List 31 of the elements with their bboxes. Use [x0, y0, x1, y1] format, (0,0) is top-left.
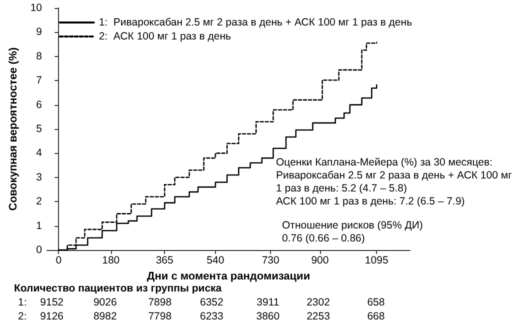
x-tick-label: 365: [156, 254, 174, 266]
x-tick-label: 1095: [364, 254, 388, 266]
y-tick-label: 2: [36, 196, 42, 208]
y-tick-label: 8: [36, 50, 42, 62]
annotation: 0.76 (0.66 – 0.86): [282, 232, 365, 244]
text: 2: 9126 8982 7798 6233 3860 2253 668: [18, 310, 385, 322]
x-tick-label: 900: [311, 254, 329, 266]
y-tick-label: 10: [30, 2, 42, 14]
y-tick-label: 6: [36, 98, 42, 111]
x-tick-label: 180: [102, 254, 120, 266]
y-axis-title: Совокупная вероятностее (%): [8, 46, 20, 211]
text: 1: 9152 9026 7898 6352 3911 2302 658: [18, 296, 385, 308]
annotation: АСК 100 мг 1 раз в день: 7.2 (6.5 – 7.9): [276, 196, 465, 208]
annotation: 1 раз в день: 5.2 (4.7 – 5.8): [276, 182, 407, 194]
y-tick-label: 9: [36, 26, 42, 38]
x-axis-title: Дни с момента рандомизации: [146, 270, 310, 282]
x-tick-label: 540: [206, 254, 224, 266]
y-tick-label: 4: [36, 147, 42, 160]
y-tick-label: 0: [36, 244, 42, 256]
x-tick-label: 0: [56, 254, 62, 266]
legend-label: 1: Ривароксабан 2.5 мг 2 раза в день + АСК 100 мг 1 раз в день: [98, 16, 413, 28]
annotation: Отношение рисков (95% ДИ): [282, 220, 423, 232]
x-tick-label: 730: [262, 254, 280, 266]
text: Количество пациентов из группы риска: [14, 282, 222, 294]
y-tick-label: 3: [36, 171, 42, 184]
annotation: Ривароксабан 2.5 мг 2 раза в день + АСК 100 мг: [276, 170, 512, 182]
y-tick-label: 1: [36, 220, 42, 232]
y-tick-label: 5: [36, 123, 42, 135]
y-tick-label: 7: [36, 74, 42, 87]
legend-label: 2: АСК 100 мг 1 раз в день: [98, 30, 232, 42]
annotation: Оценки Каплана-Мейера (%) за 30 месяцев:: [276, 156, 492, 168]
